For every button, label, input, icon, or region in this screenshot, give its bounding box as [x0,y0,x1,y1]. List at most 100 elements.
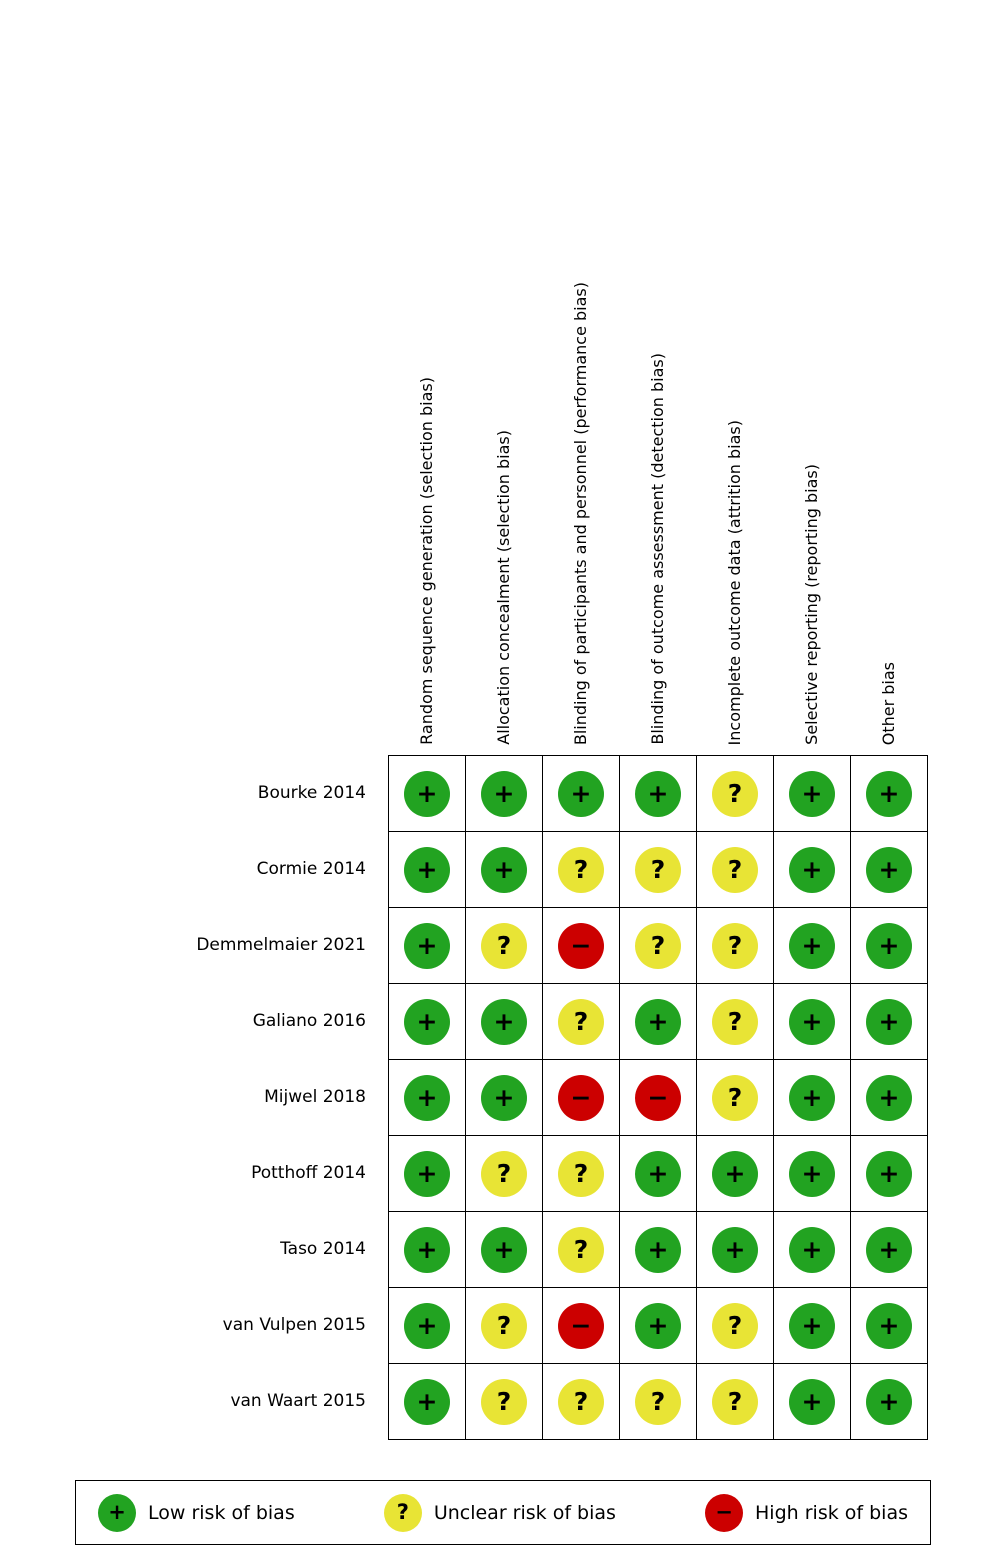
rating-cell: + [851,1136,928,1212]
study-label: Cormie 2014 [256,859,366,879]
low-risk-icon: + [789,1074,835,1121]
legend-label: Unclear risk of bias [433,1501,616,1524]
rating-cell: + [851,832,928,908]
low-risk-icon: + [866,1150,912,1197]
rating-cell: + [851,1288,928,1364]
unclear-risk-icon: ? [481,922,527,969]
unclear-risk-icon: ? [635,1378,681,1425]
rating-cell: + [774,756,851,832]
rating-cell: ? [466,1288,543,1364]
rating-cell: + [620,1136,697,1212]
high-risk-icon: − [705,1493,744,1532]
low-risk-icon: + [866,770,912,817]
unclear-risk-icon: ? [558,998,604,1045]
rating-cell: + [466,756,543,832]
low-risk-icon: + [789,998,835,1045]
low-risk-icon: + [635,998,681,1045]
low-risk-icon: + [712,1226,758,1273]
rating-cell: + [774,984,851,1060]
high-risk-icon: − [558,1074,604,1121]
study-label: Galiano 2016 [252,1011,366,1031]
rating-cell: + [851,984,928,1060]
rating-cell: ? [543,1136,620,1212]
low-risk-icon: + [404,998,450,1045]
bias-domain-headers: Random sequence generation (selection bi… [388,282,927,755]
rating-cell: + [389,1060,466,1136]
rating-cell: + [851,1060,928,1136]
study-label: Mijwel 2018 [264,1087,366,1107]
low-risk-icon: + [712,1150,758,1197]
rating-cell: + [774,1060,851,1136]
ratings-matrix: + + + +? + + + +??? + + +? −?? + + + +? +? + + + + − −? + + +?? + +… [388,755,928,1440]
rating-cell: ? [697,984,774,1060]
unclear-risk-icon: ? [712,1302,758,1349]
unclear-risk-icon: ? [712,846,758,893]
unclear-risk-icon: ? [635,922,681,969]
study-label: van Vulpen 2015 [222,1315,366,1335]
rating-cell: + [851,1212,928,1288]
risk-of-bias-table: Bourke 2014 Cormie 2014 Demmelmaier 2021 Ga… [0,755,993,1440]
legend-label: Low risk of bias [148,1501,295,1524]
low-risk-icon: + [635,1150,681,1197]
low-risk-icon: + [404,846,450,893]
rating-cell: − [543,1288,620,1364]
rating-cell: + [774,832,851,908]
rating-cell: + [389,1136,466,1212]
column-header: Incomplete outcome data (attrition bias) [696,282,773,755]
column-header-label: Allocation concealment (selection bias) [493,430,513,745]
low-risk-icon: + [404,1074,450,1121]
legend-item-unclear-risk: ? Unclear risk of bias [383,1493,616,1532]
rating-cell: + [620,756,697,832]
low-risk-icon: + [789,770,835,817]
unclear-risk-icon: ? [712,770,758,817]
unclear-risk-icon: ? [712,1074,758,1121]
low-risk-icon: + [866,846,912,893]
rating-cell: + [466,832,543,908]
unclear-risk-icon: ? [481,1150,527,1197]
low-risk-icon: + [789,1378,835,1425]
rating-cell: + [389,1364,466,1440]
column-header-label: Random sequence generation (selection bi… [416,377,436,745]
unclear-risk-icon: ? [558,1150,604,1197]
column-header: Blinding of outcome assessment (detectio… [619,282,696,755]
low-risk-icon: + [866,998,912,1045]
rating-cell: + [466,1060,543,1136]
low-risk-icon: + [404,1378,450,1425]
legend-item-high-risk: − High risk of bias [705,1493,908,1532]
rating-cell: ? [620,832,697,908]
low-risk-icon: + [98,1493,136,1532]
rating-cell: + [851,1364,928,1440]
low-risk-icon: + [635,1226,681,1273]
high-risk-icon: − [635,1074,681,1121]
low-risk-icon: + [404,922,450,969]
study-label: van Waart 2015 [230,1391,366,1411]
study-label: Potthoff 2014 [251,1163,366,1183]
study-label: Bourke 2014 [257,783,366,803]
rating-cell: + [774,1212,851,1288]
rating-cell: ? [543,1212,620,1288]
low-risk-icon: + [789,1302,835,1349]
column-header-label: Blinding of outcome assessment (detectio… [647,353,667,745]
rating-cell: + [389,756,466,832]
rating-cell: + [389,984,466,1060]
low-risk-icon: + [404,1302,450,1349]
low-risk-icon: + [481,998,527,1045]
rating-cell: ? [466,908,543,984]
high-risk-icon: − [558,1302,604,1349]
unclear-risk-icon: ? [481,1302,527,1349]
unclear-risk-icon: ? [712,922,758,969]
unclear-risk-icon: ? [635,846,681,893]
unclear-risk-icon: ? [481,1378,527,1425]
low-risk-icon: + [866,1226,912,1273]
rating-cell: + [774,1136,851,1212]
low-risk-icon: + [789,1226,835,1273]
rating-cell: ? [543,832,620,908]
study-label: Taso 2014 [280,1239,366,1259]
rating-cell: + [389,908,466,984]
rating-cell: ? [697,756,774,832]
low-risk-icon: + [866,1302,912,1349]
rating-cell: + [774,908,851,984]
rating-cell: + [389,1212,466,1288]
unclear-risk-icon: ? [383,1493,422,1532]
low-risk-icon: + [404,1226,450,1273]
